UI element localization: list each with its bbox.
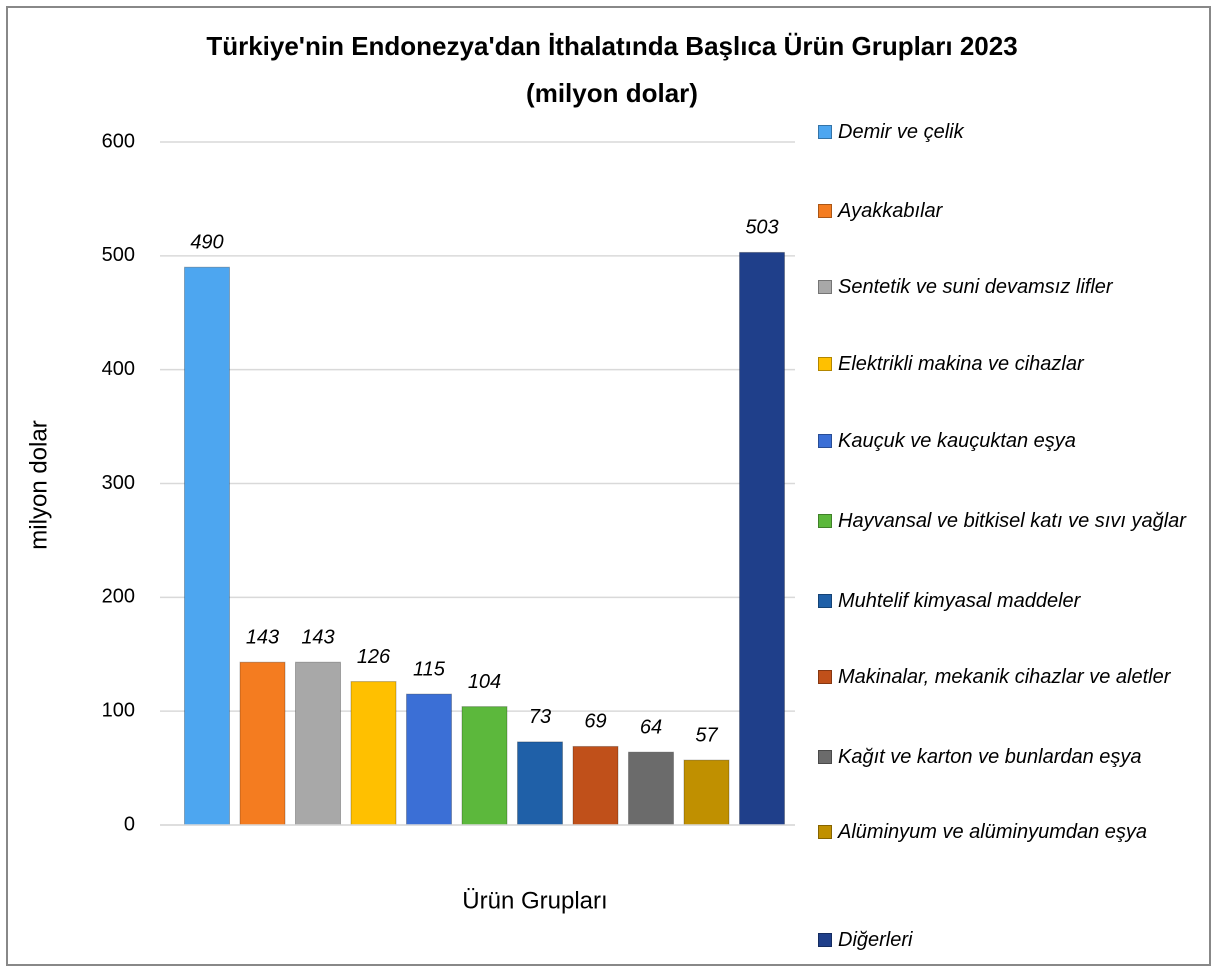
legend-swatch xyxy=(818,125,832,139)
legend-label: Kağıt ve karton ve bunlardan eşya xyxy=(838,746,1142,768)
legend-item: Muhtelif kimyasal maddeler xyxy=(818,586,1200,617)
y-tick-label: 200 xyxy=(102,586,135,608)
y-tick-label: 0 xyxy=(124,813,135,835)
bar xyxy=(184,266,230,826)
legend-item: Alüminyum ve alüminyumdan eşya xyxy=(818,817,1200,848)
legend-swatch xyxy=(818,514,832,528)
bar xyxy=(239,661,286,826)
bar xyxy=(350,681,397,826)
value-label: 115 xyxy=(413,658,446,680)
bar xyxy=(683,759,730,826)
legend-label: Hayvansal ve bitkisel katı ve sıvı yağla… xyxy=(838,510,1186,532)
legend-label: Makinalar, mekanik cihazlar ve aletler xyxy=(838,666,1171,688)
legend-item: Kağıt ve karton ve bunlardan eşya xyxy=(818,742,1200,773)
y-tick-label: 300 xyxy=(102,472,135,494)
bar xyxy=(406,693,452,826)
value-label: 69 xyxy=(584,711,606,733)
legend-swatch xyxy=(818,280,832,294)
legend-label: Kauçuk ve kauçuktan eşya xyxy=(838,430,1076,452)
x-axis-label: Ürün Grupları xyxy=(462,887,607,914)
y-tick-label: 600 xyxy=(102,130,135,152)
legend-swatch xyxy=(818,434,832,448)
legend-label: Diğerleri xyxy=(838,929,913,951)
legend-item: Makinalar, mekanik cihazlar ve aletler xyxy=(818,662,1200,693)
legend-label: Sentetik ve suni devamsız lifler xyxy=(838,276,1113,298)
value-label: 126 xyxy=(357,646,391,668)
legend-item: Diğerleri xyxy=(818,925,1200,956)
value-label: 490 xyxy=(190,231,223,253)
bar xyxy=(572,745,619,826)
legend-label: Demir ve çelik xyxy=(838,121,964,143)
value-label: 143 xyxy=(301,626,334,648)
legend-swatch xyxy=(818,594,832,608)
value-label: 503 xyxy=(745,217,778,239)
bar xyxy=(739,251,785,826)
value-label: 64 xyxy=(640,716,662,738)
chart-title: Türkiye'nin Endonezya'dan İthalatında Ba… xyxy=(206,31,1017,61)
value-label: 104 xyxy=(468,671,501,693)
legend-swatch xyxy=(818,750,832,764)
legend-swatch xyxy=(818,825,832,839)
legend-item: Ayakkabılar xyxy=(818,196,1200,227)
y-tick-label: 100 xyxy=(102,699,135,721)
legend-item: Elektrikli makina ve cihazlar xyxy=(818,349,1200,380)
y-tick-label: 500 xyxy=(102,244,135,266)
value-label: 57 xyxy=(695,724,718,746)
legend-label: Elektrikli makina ve cihazlar xyxy=(838,353,1084,375)
legend-label: Muhtelif kimyasal maddeler xyxy=(838,590,1081,612)
bar xyxy=(295,661,341,826)
bar xyxy=(628,751,674,826)
legend-swatch xyxy=(818,357,832,371)
chart-subtitle: (milyon dolar) xyxy=(526,78,698,108)
y-tick-label: 400 xyxy=(102,358,135,380)
legend-item: Sentetik ve suni devamsız lifler xyxy=(818,272,1200,303)
legend-swatch xyxy=(818,933,832,947)
legend-label: Ayakkabılar xyxy=(838,200,943,222)
bar xyxy=(461,706,508,826)
value-label: 73 xyxy=(529,706,551,728)
bar xyxy=(517,741,563,826)
legend-swatch xyxy=(818,670,832,684)
legend-swatch xyxy=(818,204,832,218)
y-axis-label: milyon dolar xyxy=(25,420,52,549)
legend-item: Kauçuk ve kauçuktan eşya xyxy=(818,426,1200,457)
legend-item: Hayvansal ve bitkisel katı ve sıvı yağla… xyxy=(818,506,1200,537)
value-label: 143 xyxy=(246,626,279,648)
legend-item: Demir ve çelik xyxy=(818,117,1200,148)
legend-label: Alüminyum ve alüminyumdan eşya xyxy=(838,821,1148,843)
